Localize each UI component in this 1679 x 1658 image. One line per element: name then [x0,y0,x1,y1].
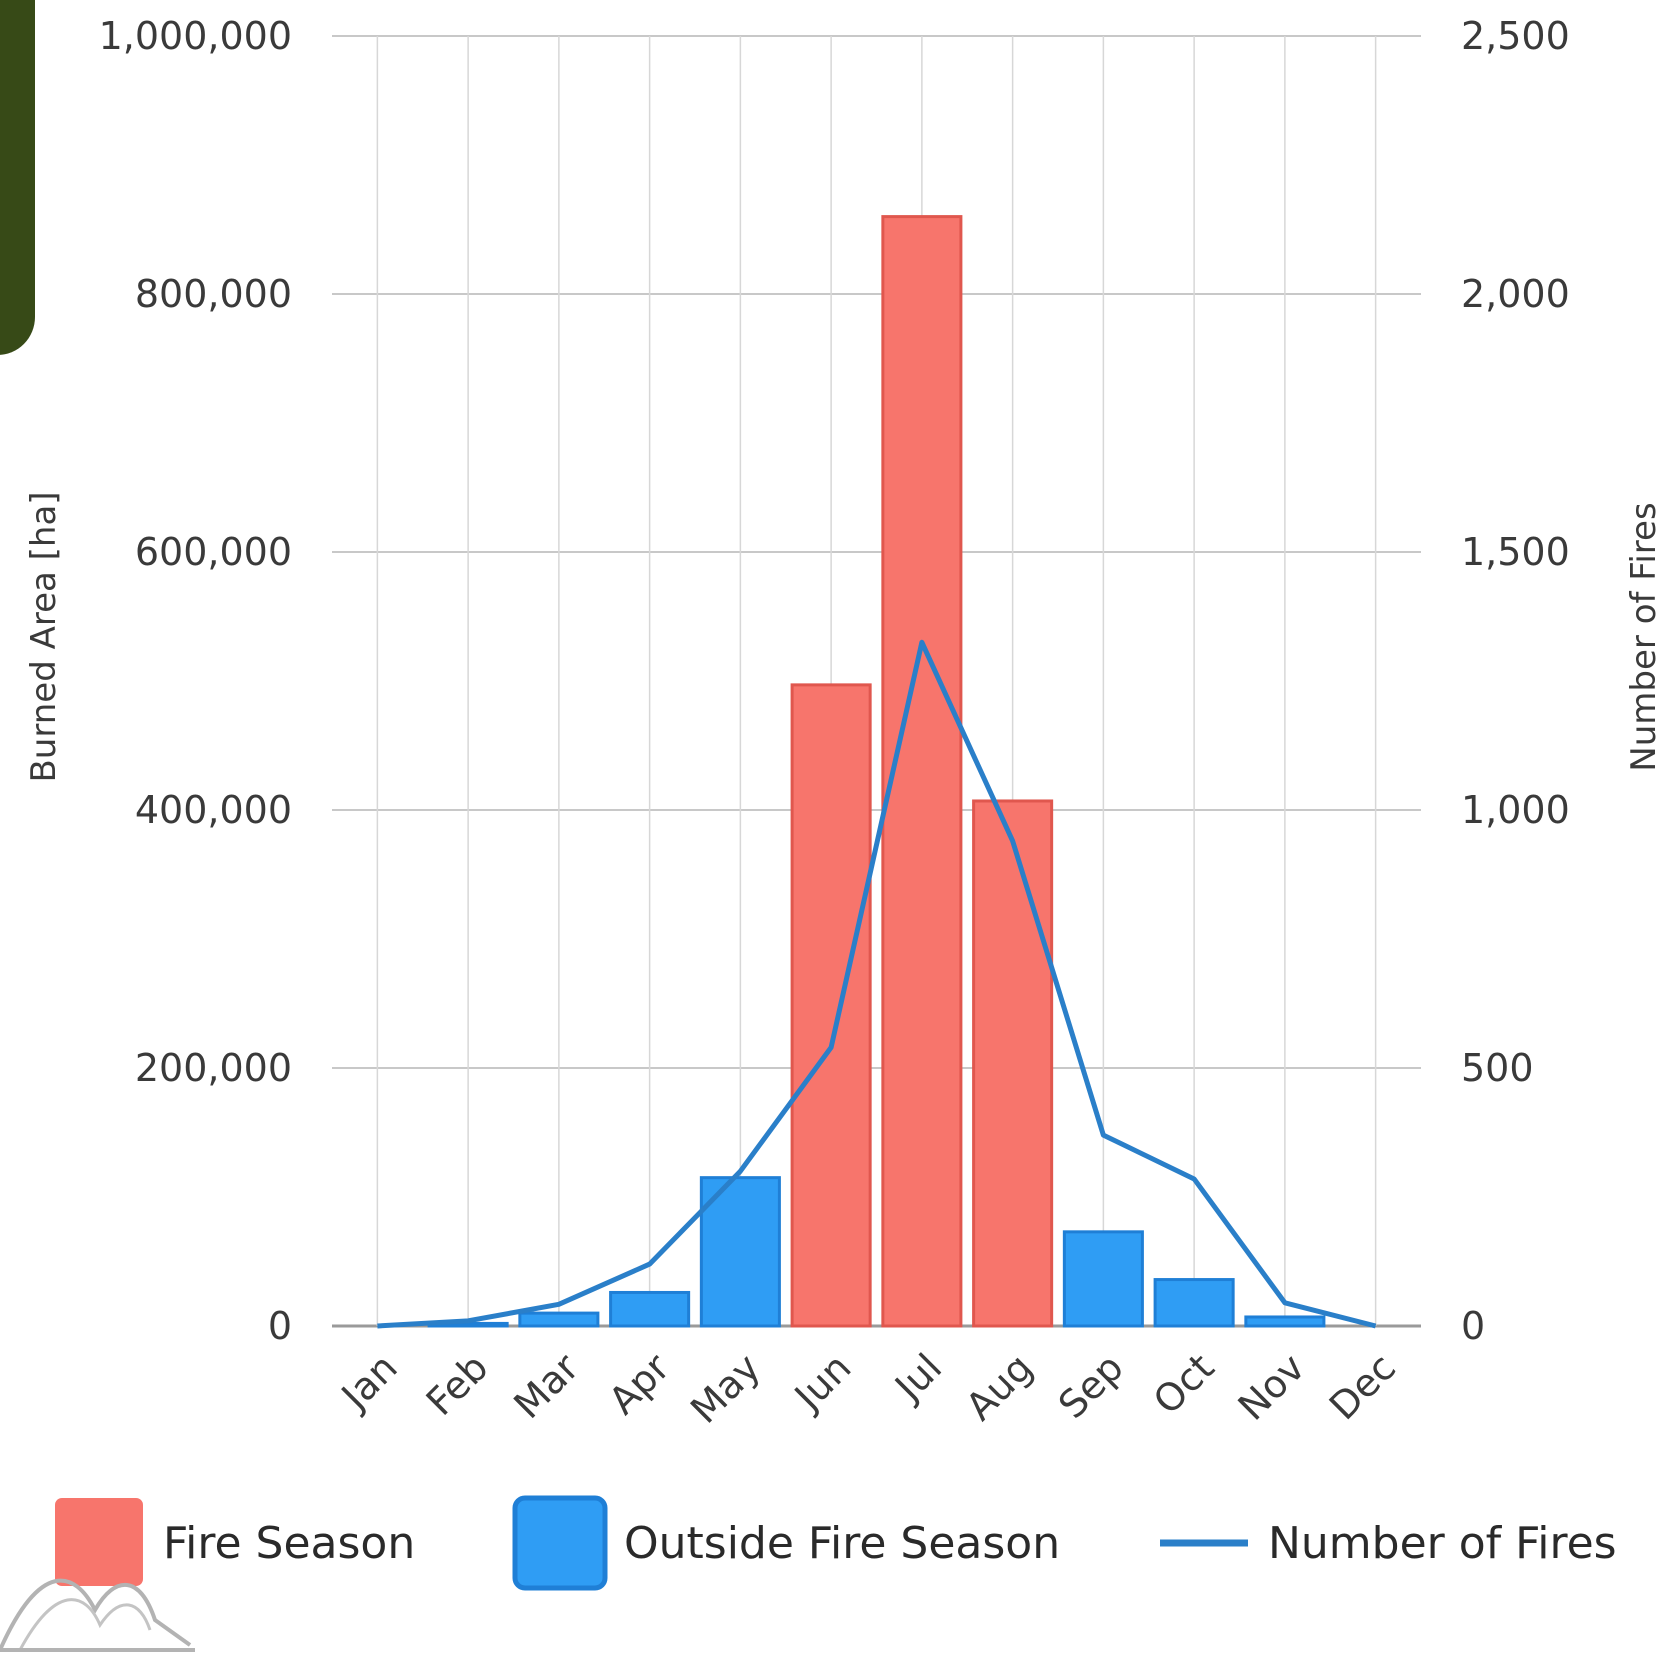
x-tick-label: Feb [418,1345,497,1424]
y2-tick-label: 0 [1461,1304,1485,1348]
legend-swatch-fire-season [55,1498,143,1586]
x-tick-label: Apr [600,1345,678,1423]
y-axis-title: Burned Area [ha] [24,491,64,782]
x-tick-label: Mar [505,1345,587,1427]
y2-tick-label: 500 [1461,1046,1534,1090]
x-tick-label: Aug [957,1345,1041,1429]
corner-panel [0,0,35,355]
x-tick-label: Nov [1230,1345,1314,1429]
y-tick-label: 200,000 [135,1046,292,1090]
y-tick-label: 1,000,000 [99,14,292,58]
bars [427,215,1326,1328]
x-tick-label: Dec [1321,1345,1404,1428]
legend: Fire Season Outside Fire Season Number o… [55,1495,1617,1591]
curve-logo-icon [0,1578,195,1652]
bar-outside-fire-season-may [699,1176,781,1328]
x-tick-label: Sep [1050,1345,1132,1427]
legend-label-number-of-fires: Number of Fires [1268,1518,1617,1569]
legend-label-fire-season: Fire Season [163,1518,415,1569]
y2-tick-label: 2,000 [1461,272,1570,316]
x-tick-label: Jan [332,1345,406,1419]
bar-outside-fire-season-mar [518,1311,600,1328]
line-series [377,639,1377,1329]
x-axis: Jan Feb Mar Apr May Jun Jul Aug Sep Oct Nov Dec [332,1345,1404,1432]
y-tick-label: 400,000 [135,788,292,832]
bar-fire-season-aug [972,799,1054,1328]
legend-label-outside-fire-season: Outside Fire Season [624,1518,1060,1569]
y-axis-left: 0 200,000 400,000 600,000 800,000 1,000,000 [99,14,292,1348]
x-tick-label: Oct [1145,1345,1223,1423]
x-tick-label: Jul [885,1345,950,1410]
bar-fire-season-jun [790,683,872,1328]
y2-tick-label: 2,500 [1461,14,1570,58]
grid [332,35,1421,1328]
y-tick-label: 800,000 [135,272,292,316]
x-tick-label: Jun [785,1345,860,1420]
y2-axis-title: Number of Fires [1624,502,1664,771]
line-number-of-fires [377,639,1377,1329]
bar-fire-season-jul [881,215,963,1328]
y2-tick-label: 1,000 [1461,788,1570,832]
y-tick-label: 0 [268,1304,292,1348]
bar-outside-fire-season-oct [1153,1278,1235,1328]
bar-outside-fire-season-nov [1244,1315,1326,1328]
legend-swatch-outside-fire-season [512,1495,608,1591]
x-tick-label: May [682,1345,769,1432]
y-tick-label: 600,000 [135,530,292,574]
y-axis-right: 0 500 1,000 1,500 2,000 2,500 [1461,14,1570,1348]
y2-tick-label: 1,500 [1461,530,1570,574]
bar-outside-fire-season-apr [609,1290,691,1328]
bar-outside-fire-season-sep [1062,1230,1144,1328]
